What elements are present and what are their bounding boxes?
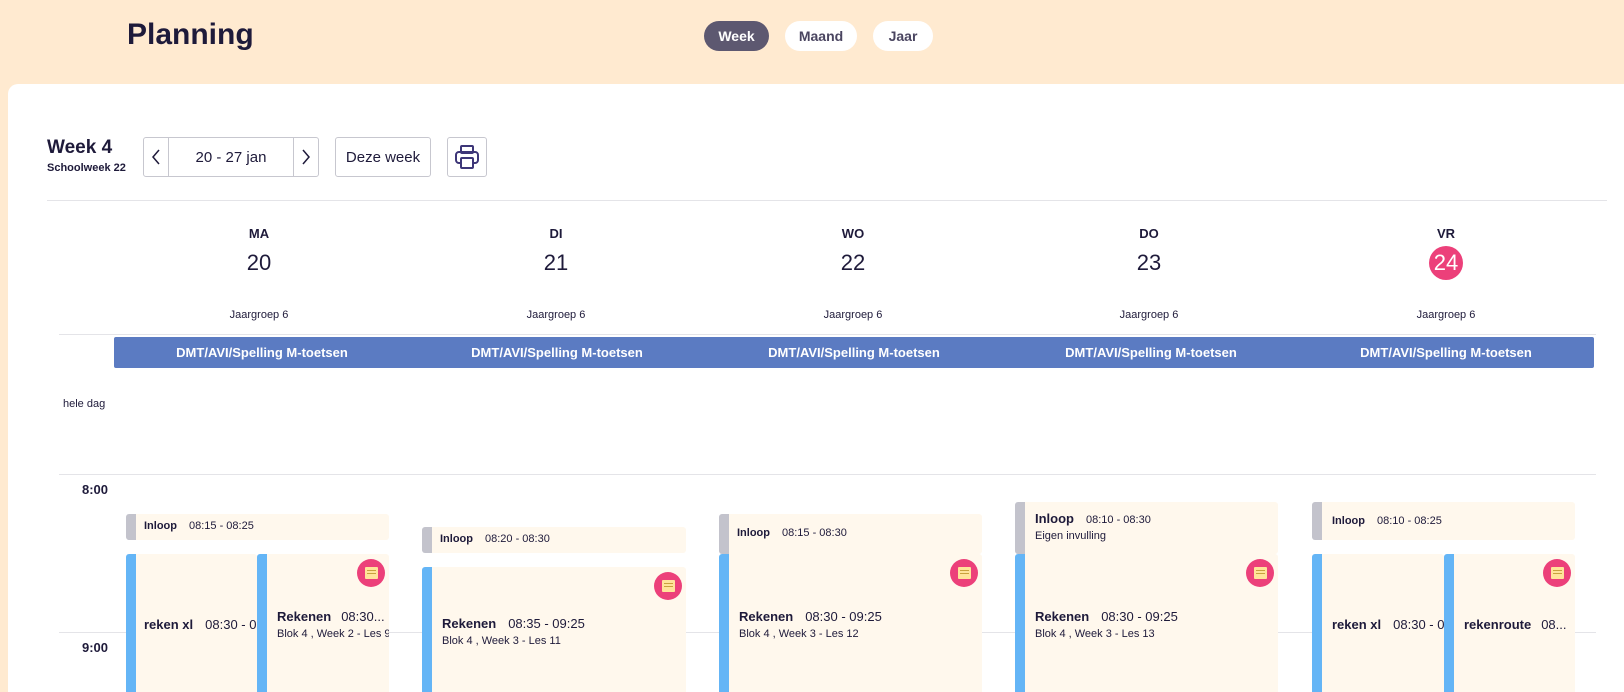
- event-title: rekenroute: [1464, 617, 1532, 632]
- grid-line: [59, 334, 1596, 335]
- event-time: 08:20 - 08:30: [485, 533, 550, 545]
- event-rekenen-do[interactable]: Rekenen 08:30 - 09:25 Blok 4 , Week 3 - L…: [1015, 554, 1278, 692]
- allday-event-wo[interactable]: DMT/AVI/Spelling M-toetsen: [768, 345, 940, 360]
- sticky-note-icon[interactable]: [357, 559, 385, 587]
- printer-icon: [455, 145, 479, 169]
- event-inloop-di[interactable]: Inloop 08:20 - 08:30: [422, 527, 686, 553]
- day-number-today[interactable]: 24: [1346, 246, 1546, 280]
- prev-week-button[interactable]: [144, 138, 169, 176]
- date-navigator: 20 - 27 jan: [143, 137, 319, 177]
- event-time: 08:30 - 09:: [1393, 617, 1444, 632]
- event-title: Inloop: [144, 520, 177, 532]
- day-abbr: VR: [1436, 226, 1456, 241]
- sticky-note-icon[interactable]: [654, 572, 682, 600]
- chevron-left-icon: [152, 149, 160, 165]
- event-subtitle: Eigen invulling: [1035, 530, 1106, 542]
- day-group-vr: Jaargroep 6: [1416, 309, 1476, 321]
- sticky-note-icon[interactable]: [950, 559, 978, 587]
- allday-event-bar[interactable]: [114, 337, 1594, 368]
- day-group-do: Jaargroep 6: [1119, 309, 1179, 321]
- event-subtitle: Blok 4 , Week 3 - Les 12: [739, 628, 859, 640]
- event-rekenen-di[interactable]: Rekenen 08:35 - 09:25 Blok 4 , Week 3 - L…: [422, 567, 686, 692]
- event-inloop-ma[interactable]: Inloop 08:15 - 08:25: [126, 514, 389, 540]
- day-number[interactable]: 20: [246, 250, 272, 275]
- event-subtitle: Blok 4 , Week 3 - Les 11: [442, 635, 561, 647]
- event-time: 08:30 - 09:25: [805, 609, 882, 624]
- event-time: 08:15 - 08:30: [782, 527, 847, 539]
- event-time: 08:10 - 08:25: [1377, 515, 1442, 527]
- print-button[interactable]: [447, 137, 487, 177]
- event-time: 08:30...: [341, 609, 385, 624]
- day-header-di: DI 21: [456, 226, 656, 280]
- page-header: Planning Week Maand Jaar: [0, 0, 1624, 84]
- event-title: Rekenen: [1035, 609, 1090, 624]
- event-rekenen-wo[interactable]: Rekenen 08:30 - 09:25 Blok 4 , Week 3 - L…: [719, 554, 982, 692]
- day-abbr: MA: [248, 226, 270, 241]
- event-rekenxl-ma[interactable]: reken xl 08:30 - 09:: [126, 554, 257, 692]
- day-group-ma: Jaargroep 6: [229, 309, 289, 321]
- view-tabs: Week Maand Jaar: [704, 21, 933, 51]
- day-number[interactable]: 22: [840, 250, 866, 275]
- chevron-right-icon: [302, 149, 310, 165]
- date-range: 20 - 27 jan: [195, 148, 267, 166]
- event-inloop-vr[interactable]: Inloop 08:10 - 08:25: [1312, 502, 1575, 540]
- event-rekenxl-vr[interactable]: reken xl 08:30 - 09:: [1312, 554, 1444, 692]
- event-time: 08:10 - 08:30: [1086, 514, 1151, 526]
- time-label-9: 9:00: [82, 640, 109, 655]
- day-header-vr: VR 24: [1346, 226, 1546, 280]
- day-abbr: DO: [1139, 226, 1159, 241]
- tab-week[interactable]: Week: [704, 21, 769, 51]
- allday-event-di[interactable]: DMT/AVI/Spelling M-toetsen: [471, 345, 643, 360]
- event-time: 08...: [1541, 617, 1567, 632]
- event-inloop-do[interactable]: Inloop 08:10 - 08:30 Eigen invulling: [1015, 502, 1278, 554]
- event-title: Rekenen: [739, 609, 794, 624]
- event-title: Inloop: [737, 527, 770, 539]
- week-label: Week 4: [47, 137, 113, 158]
- tab-jaar[interactable]: Jaar: [873, 21, 933, 51]
- day-header-do: DO 23: [1049, 226, 1249, 280]
- next-week-button[interactable]: [293, 138, 318, 176]
- page-title: Planning: [127, 18, 254, 51]
- event-subtitle: Blok 4 , Week 3 - Les 13: [1035, 628, 1155, 640]
- allday-event-ma[interactable]: DMT/AVI/Spelling M-toetsen: [176, 345, 348, 360]
- day-number[interactable]: 23: [1136, 250, 1162, 275]
- tab-maand[interactable]: Maand: [785, 21, 857, 51]
- grid-line: [59, 474, 1596, 475]
- event-time: 08:30 - 09:25: [1101, 609, 1178, 624]
- event-title: Inloop: [1035, 511, 1074, 526]
- event-time: 08:35 - 09:25: [508, 616, 585, 631]
- day-abbr: DI: [549, 226, 563, 241]
- allday-label: hele dag: [63, 398, 106, 410]
- event-title: Inloop: [440, 533, 473, 545]
- event-title: reken xl: [144, 617, 194, 632]
- day-group-di: Jaargroep 6: [526, 309, 586, 321]
- event-title: reken xl: [1332, 617, 1382, 632]
- day-number[interactable]: 21: [543, 250, 569, 275]
- event-time: 08:15 - 08:25: [189, 520, 254, 532]
- this-week-button[interactable]: Deze week: [335, 137, 431, 177]
- event-title: Inloop: [1332, 515, 1365, 527]
- day-header-ma: MA 20: [159, 226, 359, 280]
- event-subtitle: Blok 4 , Week 2 - Les 9: [277, 628, 389, 640]
- sticky-note-icon[interactable]: [1246, 559, 1274, 587]
- sticky-note-icon[interactable]: [1543, 559, 1571, 587]
- toolbar-divider: [47, 200, 1607, 201]
- event-time: 08:30 - 09:: [205, 617, 257, 632]
- schoolweek-label: Schoolweek 22: [47, 162, 126, 174]
- allday-event-vr[interactable]: DMT/AVI/Spelling M-toetsen: [1360, 345, 1532, 360]
- allday-event-do[interactable]: DMT/AVI/Spelling M-toetsen: [1065, 345, 1237, 360]
- event-inloop-wo[interactable]: Inloop 08:15 - 08:30: [719, 514, 982, 554]
- event-title: Rekenen: [442, 616, 497, 631]
- today-badge: 24: [1429, 246, 1463, 280]
- day-abbr: WO: [841, 226, 865, 241]
- event-title: Rekenen: [277, 609, 332, 624]
- day-header-wo: WO 22: [753, 226, 953, 280]
- time-label-8: 8:00: [82, 482, 109, 497]
- day-group-wo: Jaargroep 6: [823, 309, 883, 321]
